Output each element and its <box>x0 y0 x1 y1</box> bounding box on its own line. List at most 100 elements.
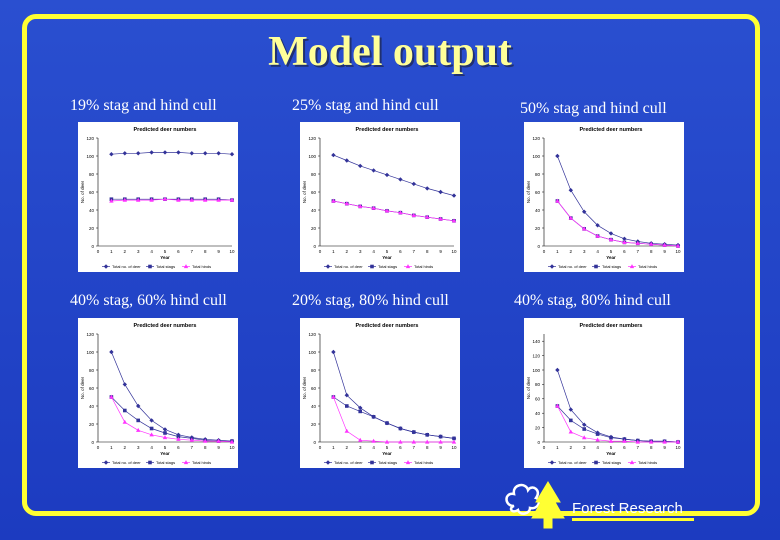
data-point <box>344 393 349 398</box>
series-1 <box>555 153 681 248</box>
chart-svg: Predicted deer numbers 0 20 40 60 80 100 120 0 1 2… <box>526 127 681 269</box>
series-3 <box>331 198 457 223</box>
y-tick-label: 0 <box>313 244 316 249</box>
legend-label: Total hinds <box>192 460 211 465</box>
x-tick-label: 2 <box>346 445 349 450</box>
data-point <box>331 198 336 203</box>
data-point <box>149 197 154 202</box>
x-tick-label: 6 <box>399 445 402 450</box>
legend-label: Total no. of deer <box>558 264 587 269</box>
data-point <box>622 438 627 443</box>
x-tick-label: 8 <box>426 249 429 254</box>
legend-label: Total stags <box>602 460 621 465</box>
data-point <box>229 152 235 157</box>
data-point <box>385 421 389 425</box>
series-1 <box>331 152 457 198</box>
y-tick-label: 80 <box>89 368 95 373</box>
y-tick-label: 20 <box>311 226 317 231</box>
data-point <box>568 215 573 220</box>
x-tick-label: 7 <box>191 445 194 450</box>
chart-svg: Predicted deer numbers 0 20 40 60 80 100 120 0 1 2… <box>80 127 235 269</box>
data-point <box>344 428 349 433</box>
data-point <box>162 435 168 440</box>
data-point <box>555 153 560 159</box>
x-tick-label: 1 <box>110 445 113 450</box>
legend-marker <box>405 460 411 465</box>
y-tick-label: 60 <box>535 190 541 195</box>
data-point <box>384 439 390 444</box>
legend-label: Total hinds <box>638 460 657 465</box>
x-tick-label: 5 <box>386 249 389 254</box>
x-tick-label: 0 <box>319 445 322 450</box>
data-point <box>608 231 614 236</box>
series-line <box>557 405 679 443</box>
y-tick-label: 60 <box>535 397 541 402</box>
y-tick-label: 20 <box>311 422 317 427</box>
data-point <box>608 237 614 242</box>
legend-marker <box>549 460 555 465</box>
data-point <box>122 197 127 202</box>
data-point <box>555 198 560 203</box>
data-point <box>216 151 221 156</box>
data-point <box>582 435 587 440</box>
x-tick-label: 3 <box>359 445 362 450</box>
legend: Total no. of deer Total stags Total hinds <box>548 264 657 269</box>
x-tick-label: 1 <box>556 445 559 450</box>
data-point <box>568 188 573 193</box>
data-point <box>582 427 586 431</box>
series-2 <box>331 199 456 223</box>
brand-name: Forest Research <box>572 500 683 517</box>
x-tick-label: 3 <box>583 445 586 450</box>
series-3 <box>555 403 681 444</box>
data-point <box>635 439 640 444</box>
data-point <box>189 197 194 202</box>
y-axis-label: No. of deer <box>526 180 531 203</box>
y-tick-label: 40 <box>89 208 95 213</box>
x-axis-label: Year <box>606 255 616 260</box>
legend-marker <box>325 264 331 269</box>
x-tick-label: 8 <box>204 249 207 254</box>
series-line <box>557 200 679 247</box>
y-tick-label: 40 <box>311 404 317 409</box>
chart-svg: Predicted deer numbers 0 20 40 60 80 100 120 0 1 2… <box>302 127 457 269</box>
data-point <box>411 181 416 187</box>
series-line <box>557 155 679 246</box>
x-tick-label: 4 <box>150 445 153 450</box>
legend-marker <box>183 460 189 465</box>
x-tick-label: 4 <box>596 249 599 254</box>
y-tick-label: 20 <box>535 425 541 430</box>
data-point <box>609 435 613 440</box>
x-tick-label: 3 <box>359 249 362 254</box>
data-point <box>176 197 181 202</box>
series-2 <box>555 199 680 248</box>
chart-svg: Predicted deer numbers 0 20 40 60 80 100 120 0 1 2… <box>302 323 457 465</box>
series-line <box>111 396 232 442</box>
panel-label-3: 50% stag and hind cull <box>520 100 667 117</box>
data-point <box>331 349 336 355</box>
x-tick-label: 6 <box>623 445 626 450</box>
panel-label-1: 19% stag and hind cull <box>70 97 217 114</box>
x-tick-label: 9 <box>663 445 666 450</box>
x-tick-label: 9 <box>439 445 442 450</box>
data-point <box>371 415 376 419</box>
legend-marker <box>629 264 635 269</box>
legend: Total no. of deer Total stags Total hinds <box>324 460 433 465</box>
data-point <box>149 432 154 437</box>
y-tick-label: 0 <box>313 440 316 445</box>
x-tick-label: 4 <box>150 249 153 254</box>
x-tick-label: 1 <box>110 249 113 254</box>
x-tick-label: 5 <box>610 249 613 254</box>
y-tick-label: 120 <box>86 332 94 337</box>
series-3 <box>555 198 681 248</box>
legend-marker <box>549 264 555 269</box>
data-point <box>371 438 376 443</box>
slide-title: Model output <box>268 29 512 75</box>
y-tick-label: 20 <box>535 226 541 231</box>
y-axis-label: No. of deer <box>80 376 85 399</box>
y-tick-label: 40 <box>311 208 317 213</box>
x-tick-label: 3 <box>137 249 140 254</box>
data-point <box>398 426 403 431</box>
data-point <box>358 405 363 410</box>
data-point <box>412 430 416 434</box>
data-point <box>109 394 114 399</box>
